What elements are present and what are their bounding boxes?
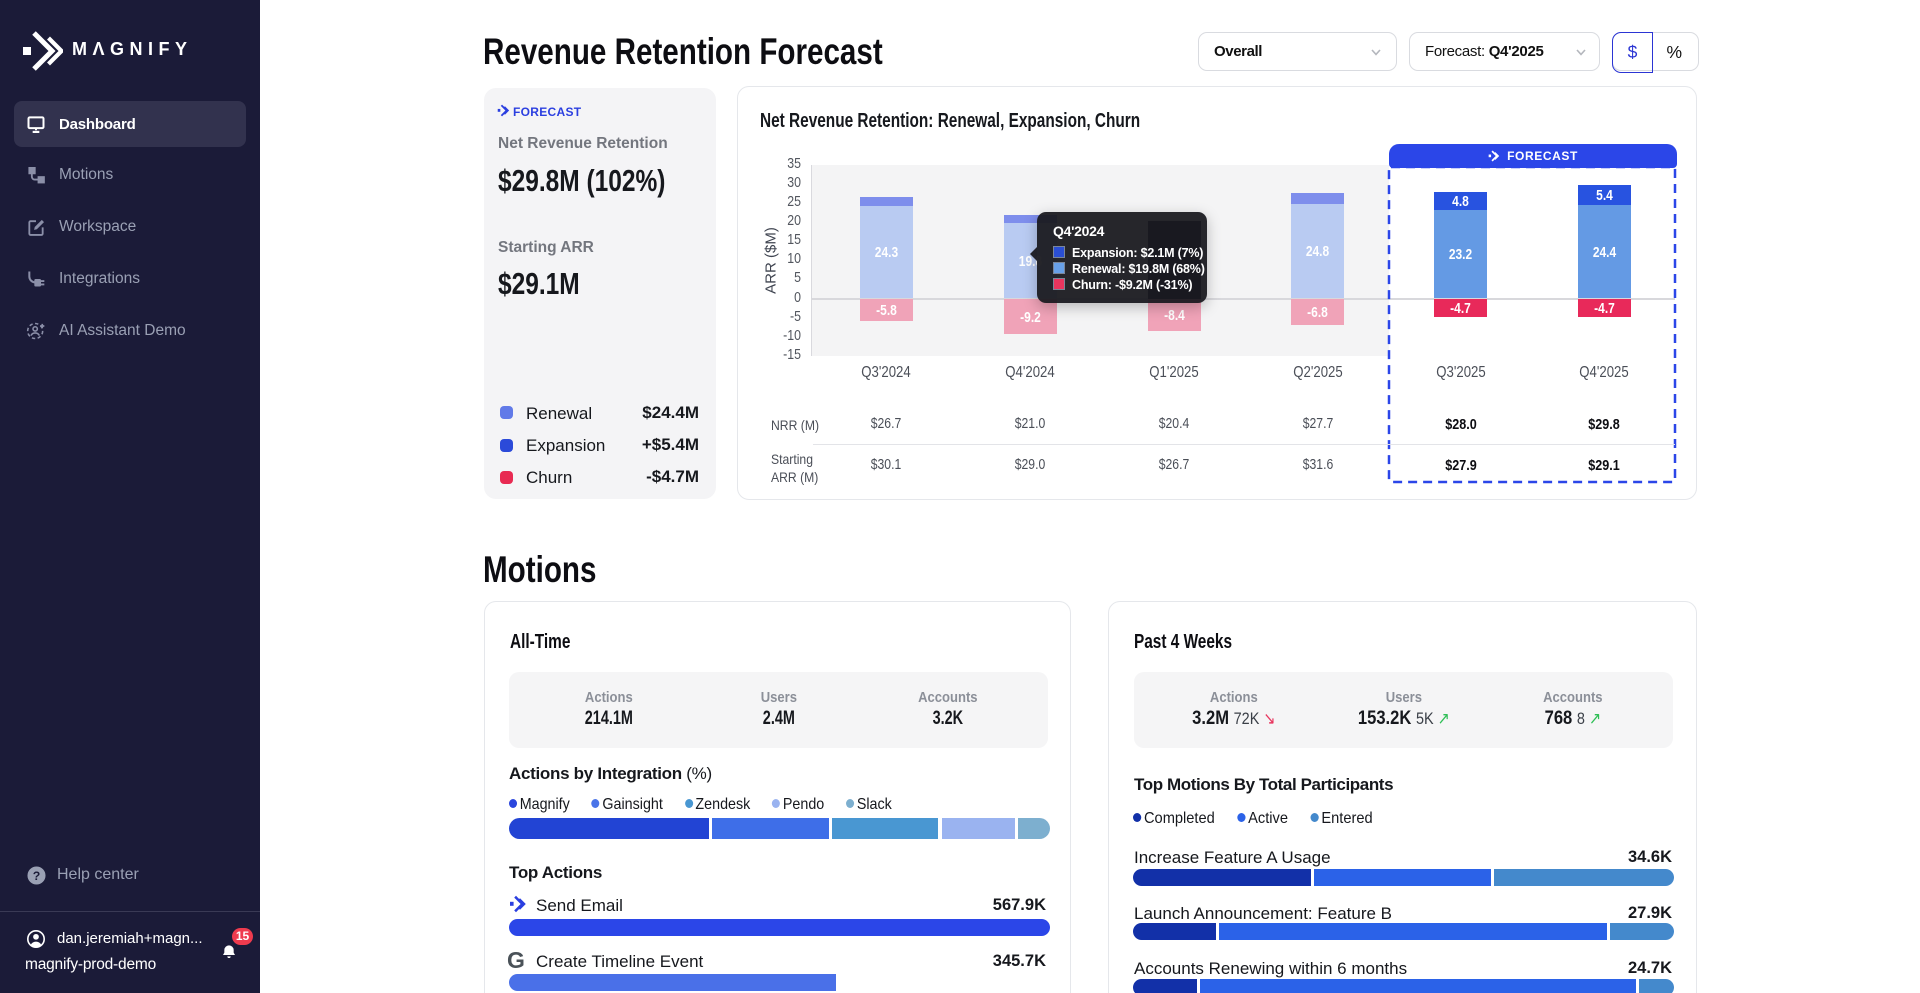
svg-text:?: ?	[33, 869, 41, 883]
